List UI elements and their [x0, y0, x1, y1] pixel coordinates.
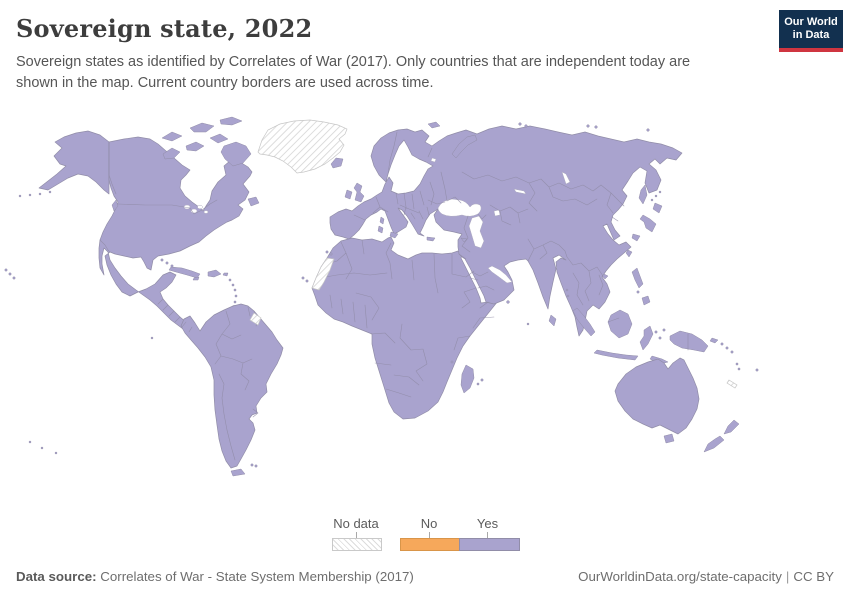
legend-no-label: No: [420, 516, 438, 531]
region-europe-islands[interactable]: [330, 121, 650, 243]
lake-baikal: [561, 171, 571, 185]
islands-svalbard: [427, 121, 441, 129]
map-legend: No data No Yes: [0, 514, 850, 554]
data-source-text: Correlates of War - State System Members…: [100, 569, 414, 584]
island-tierra-del-fuego: [230, 468, 246, 477]
region-eurasia[interactable]: [329, 121, 683, 337]
island-hispaniola: [207, 269, 222, 278]
data-source-label: Data source:: [16, 569, 97, 584]
region-oceania[interactable]: [614, 357, 740, 453]
island-sumatra: [572, 307, 596, 337]
island-java: [593, 349, 639, 361]
island-sulawesi: [639, 325, 654, 351]
island-taiwan: [625, 249, 633, 258]
black-sea: [437, 198, 482, 217]
islands-hawaii: [4, 268, 8, 272]
data-source: Data source: Correlates of War - State S…: [16, 569, 414, 584]
country-iceland: [330, 157, 344, 169]
region-greenland-no-data: [257, 119, 348, 174]
region-caribbean[interactable]: [160, 258, 238, 309]
page-title: Sovereign state, 2022: [16, 14, 313, 43]
legend-no-data-label: No data: [333, 516, 379, 531]
logo-line2: in Data: [792, 29, 830, 41]
pacific-islands[interactable]: [4, 190, 154, 455]
island-new-guinea: [669, 330, 709, 353]
region-na-mainland[interactable]: [98, 136, 253, 343]
island-borneo: [607, 309, 633, 339]
island-baffin: [220, 141, 252, 167]
island-newfoundland: [247, 196, 260, 207]
islands-novaya-zemlya: [451, 134, 478, 159]
country-philippines: [631, 267, 644, 289]
island-vancouver: [111, 199, 119, 212]
region-western-sahara-no-data: [311, 257, 335, 291]
caspian-sea: [468, 215, 485, 249]
page-subtitle: Sovereign states as identified by Correl…: [16, 54, 691, 91]
legend-color-bar[interactable]: [400, 538, 520, 551]
island-puerto-rico: [222, 272, 229, 277]
region-canadian-arctic-islands[interactable]: [111, 116, 260, 212]
legend-tick: [487, 532, 488, 538]
country-new-zealand: [723, 419, 740, 435]
footer-separator: |: [785, 569, 790, 584]
license-badge[interactable]: CC BY: [793, 569, 834, 584]
country-madagascar: [460, 364, 475, 394]
country-united-kingdom: [353, 182, 365, 203]
island-sicily: [389, 231, 399, 239]
chart-footer: Data source: Correlates of War - State S…: [16, 569, 834, 584]
country-sri-lanka: [548, 314, 557, 327]
region-north-america[interactable]: [4, 116, 260, 455]
country-japan: [652, 202, 663, 214]
islands-cape-verde: [301, 276, 305, 280]
region-french-guiana-no-data: [249, 312, 262, 326]
country-alaska[interactable]: [38, 130, 110, 195]
region-east-asia-islands[interactable]: [526, 184, 663, 327]
country-australia: [614, 357, 700, 435]
legend-no-swatch[interactable]: [400, 538, 459, 551]
world-map-svg[interactable]: [0, 112, 850, 512]
legend-yes-swatch[interactable]: [459, 538, 520, 551]
region-new-caledonia-no-data: [726, 379, 738, 389]
footer-right: OurWorldinData.org/state-capacity | CC BY: [578, 569, 834, 584]
island-tasmania: [663, 433, 675, 444]
legend-yes-label: Yes: [476, 516, 499, 531]
island-sakhalin: [638, 184, 648, 205]
country-cyprus: [460, 237, 468, 243]
island-crete: [426, 236, 436, 242]
legend-tick: [429, 532, 430, 538]
no-data-regions[interactable]: [249, 119, 738, 389]
logo-line1: Our World: [784, 15, 838, 28]
world-map[interactable]: [0, 112, 850, 512]
aral-sea: [493, 209, 501, 217]
owid-link[interactable]: OurWorldinData.org/state-capacity: [578, 569, 782, 584]
country-ireland: [344, 189, 353, 200]
region-southeast-asia[interactable]: [572, 267, 759, 372]
inland-seas: [183, 157, 571, 284]
persian-gulf: [487, 265, 513, 284]
region-africa[interactable]: [311, 236, 510, 420]
islands-falkland: [250, 463, 254, 467]
legend-no-data-swatch[interactable]: [332, 538, 382, 551]
legend-tick: [356, 532, 357, 538]
country-jamaica: [192, 276, 200, 281]
country-borders: [99, 131, 689, 461]
region-south-america[interactable]: [180, 276, 309, 477]
owid-logo[interactable]: Our World in Data: [779, 10, 843, 52]
